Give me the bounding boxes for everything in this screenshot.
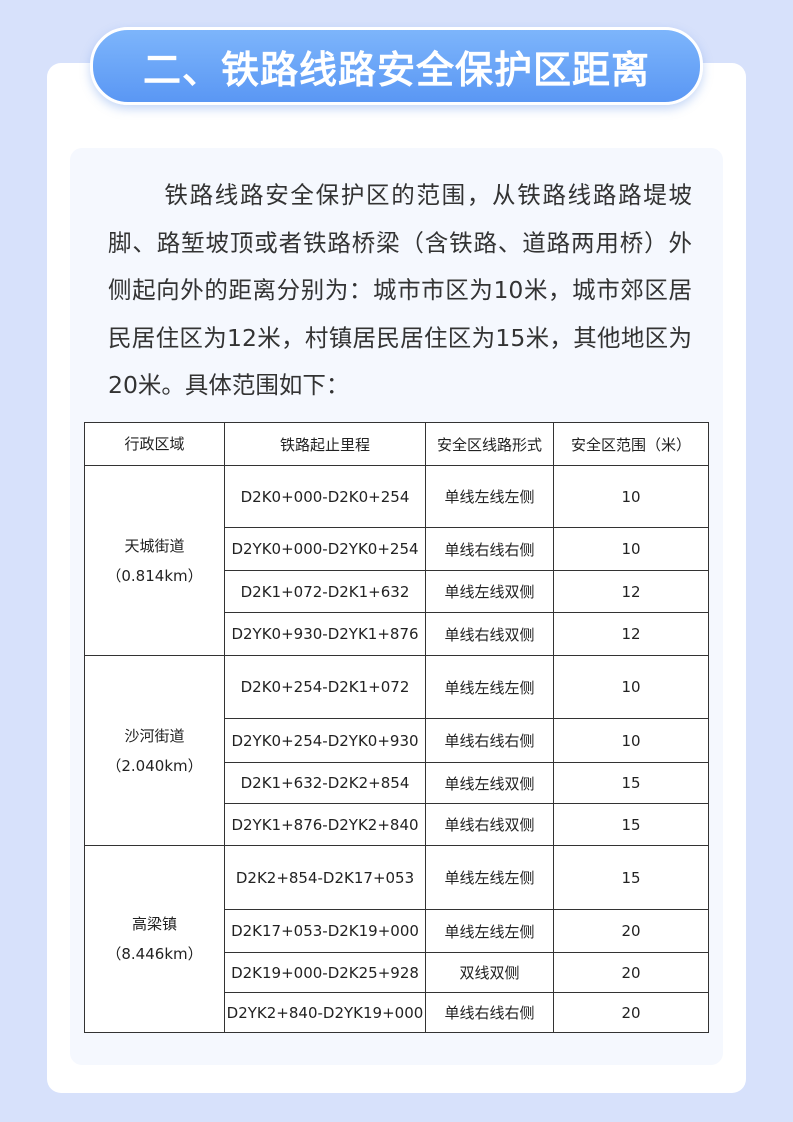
safety-zone-table: 行政区域 铁路起止里程 安全区线路形式 安全区范围（米） 天城街道 （0.814k… (84, 422, 709, 1033)
mileage-cell: D2K0+254-D2K1+072 (224, 655, 426, 719)
form-cell: 单线左线左侧 (425, 845, 554, 910)
form-cell: 单线左线双侧 (425, 762, 554, 804)
range-cell: 20 (553, 909, 709, 953)
form-cell: 单线右线右侧 (425, 992, 554, 1033)
form-cell: 单线左线左侧 (425, 909, 554, 953)
region-cell: 高梁镇 （8.446km） (84, 845, 225, 1033)
table-row: D2YK1+876-D2YK2+840 单线右线双侧 15 (85, 803, 709, 846)
table-row: D2K19+000-D2K25+928 双线双侧 20 (85, 952, 709, 993)
table-row: D2YK0+254-D2YK0+930 单线右线右侧 10 (85, 718, 709, 763)
table-header-row: 行政区域 铁路起止里程 安全区线路形式 安全区范围（米） (84, 422, 709, 466)
section-title: 二、铁路线路安全保护区距离 (90, 27, 703, 105)
range-cell: 15 (553, 803, 709, 846)
form-cell: 单线右线双侧 (425, 612, 554, 656)
range-cell: 15 (553, 845, 709, 910)
region-length: （0.814km） (106, 566, 203, 585)
mileage-cell: D2YK1+876-D2YK2+840 (224, 803, 426, 846)
header-region: 行政区域 (84, 422, 225, 466)
mileage-cell: D2YK0+000-D2YK0+254 (224, 527, 426, 571)
form-cell: 单线右线右侧 (425, 718, 554, 763)
region-length: （2.040km） (106, 756, 203, 775)
range-cell: 12 (553, 570, 709, 613)
table-row: D2YK2+840-D2YK19+000 单线右线右侧 20 (85, 992, 709, 1033)
table-row: 沙河街道 （2.040km） D2K0+254-D2K1+072 单线左线左侧 10 (84, 655, 709, 846)
table-row: D2YK0+000-D2YK0+254 单线右线右侧 10 (85, 527, 709, 571)
range-cell: 10 (553, 527, 709, 571)
table-row: 高梁镇 （8.446km） D2K2+854-D2K17+053 单线左线左侧 15 (84, 845, 709, 1033)
mileage-cell: D2K0+000-D2K0+254 (224, 465, 426, 528)
form-cell: 单线右线右侧 (425, 527, 554, 571)
mileage-cell: D2K1+632-D2K2+854 (224, 762, 426, 804)
region-length: （8.446km） (106, 945, 203, 963)
intro-paragraph: 铁路线路安全保护区的范围，从铁路线路路堤坡脚、路堑坡顶或者铁路桥梁（含铁路、道路… (108, 181, 692, 399)
table-row: D2K1+072-D2K1+632 单线左线双侧 12 (85, 570, 709, 613)
region-name: 天城街道 (124, 536, 185, 555)
form-cell: 单线左线左侧 (425, 465, 554, 528)
range-cell: 20 (553, 992, 709, 1033)
table-row: 天城街道 （0.814km） D2K0+000-D2K0+254 单线左线左侧 10 (84, 465, 709, 656)
header-mileage: 铁路起止里程 (224, 422, 426, 466)
mileage-cell: D2K19+000-D2K25+928 (224, 952, 426, 993)
range-cell: 20 (553, 952, 709, 993)
mileage-cell: D2YK0+254-D2YK0+930 (224, 718, 426, 763)
region-cell: 天城街道 （0.814km） (84, 465, 225, 656)
mileage-cell: D2K17+053-D2K19+000 (224, 909, 426, 953)
table-row: D2K1+632-D2K2+854 单线左线双侧 15 (85, 762, 709, 804)
mileage-cell: D2YK0+930-D2YK1+876 (224, 612, 426, 656)
mileage-cell: D2YK2+840-D2YK19+000 (224, 992, 426, 1033)
region-name: 高梁镇 (131, 915, 177, 933)
range-cell: 12 (553, 612, 709, 656)
mileage-cell: D2K2+854-D2K17+053 (224, 845, 426, 910)
table-row: D2K17+053-D2K19+000 单线左线左侧 20 (85, 909, 709, 953)
form-cell: 单线左线双侧 (425, 570, 554, 613)
region-cell: 沙河街道 （2.040km） (84, 655, 225, 846)
region-name: 沙河街道 (124, 726, 185, 745)
range-cell: 10 (553, 465, 709, 528)
form-cell: 单线右线双侧 (425, 803, 554, 846)
form-cell: 单线左线左侧 (425, 655, 554, 719)
table-row: D2YK0+930-D2YK1+876 单线右线双侧 12 (85, 612, 709, 656)
header-form: 安全区线路形式 (425, 422, 554, 466)
form-cell: 双线双侧 (425, 952, 554, 993)
header-range: 安全区范围（米） (553, 422, 709, 466)
range-cell: 10 (553, 655, 709, 719)
range-cell: 10 (553, 718, 709, 763)
range-cell: 15 (553, 762, 709, 804)
mileage-cell: D2K1+072-D2K1+632 (224, 570, 426, 613)
